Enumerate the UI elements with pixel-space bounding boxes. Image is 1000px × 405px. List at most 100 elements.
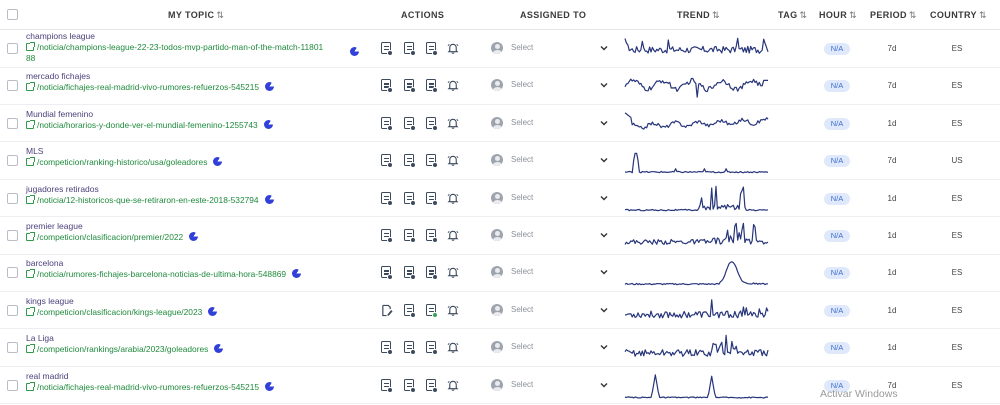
topic-name[interactable]: jugadores retirados <box>26 183 99 194</box>
row-checkbox[interactable] <box>7 43 18 54</box>
pacman-icon[interactable] <box>350 47 359 56</box>
alert-bell-icon[interactable] <box>447 379 459 391</box>
select-all-checkbox[interactable] <box>7 9 18 20</box>
add-doc-icon[interactable] <box>381 341 393 356</box>
list-doc-icon[interactable] <box>404 79 416 94</box>
topic-url-text-wrap[interactable]: 88 <box>26 53 36 63</box>
assignee-select[interactable]: Select <box>491 116 611 131</box>
topic-url-link[interactable]: /noticia/horarios-y-donde-ver-el-mundial… <box>26 119 371 131</box>
row-checkbox[interactable] <box>7 230 18 241</box>
topic-url-link[interactable]: /noticia/12-historicos-que-se-retiraron-… <box>26 194 371 206</box>
alert-bell-icon[interactable] <box>447 79 459 92</box>
assignee-select[interactable]: Select <box>491 378 611 393</box>
list-doc-icon[interactable] <box>404 266 416 281</box>
col-trend[interactable]: TREND ⇅ <box>677 0 720 30</box>
topic-url-link[interactable]: /competicion/clasificacion/kings-league/… <box>26 306 371 318</box>
assignee-select[interactable]: Select <box>491 154 611 168</box>
pacman-icon[interactable] <box>265 381 275 391</box>
alert-bell-icon[interactable] <box>447 266 459 279</box>
chart-doc-icon[interactable] <box>426 79 438 94</box>
alert-bell-icon[interactable] <box>447 154 459 167</box>
col-hour[interactable]: HOUR ⇅ <box>819 0 857 30</box>
chart-doc-icon[interactable] <box>426 116 438 131</box>
list-doc-icon[interactable] <box>404 116 416 131</box>
assignee-select[interactable]: Select <box>491 229 611 243</box>
pacman-icon[interactable] <box>263 119 273 129</box>
topic-name[interactable]: MLS <box>26 146 44 157</box>
add-doc-icon[interactable] <box>381 116 393 131</box>
assignee-select[interactable]: Select <box>491 42 611 56</box>
pacman-icon[interactable] <box>189 232 199 241</box>
alert-bell-icon[interactable] <box>447 341 459 354</box>
add-doc-icon[interactable] <box>381 79 393 94</box>
col-period[interactable]: PERIOD ⇅ <box>870 0 917 30</box>
topic-url-link[interactable]: /competicion/clasificacion/premier/2022 <box>26 232 371 243</box>
list-doc-icon[interactable] <box>404 154 416 169</box>
row-checkbox[interactable] <box>7 304 18 316</box>
add-doc-icon[interactable] <box>381 154 393 169</box>
topic-name[interactable]: champions league <box>26 31 95 41</box>
pacman-icon[interactable] <box>213 157 223 167</box>
add-doc-icon[interactable] <box>381 42 393 56</box>
list-doc-icon[interactable] <box>404 341 416 356</box>
topic-name[interactable]: mercado fichajes <box>26 71 91 82</box>
assignee-select-value: Select <box>511 192 534 202</box>
chart-doc-icon[interactable] <box>426 42 438 56</box>
chart-doc-icon[interactable] <box>426 378 438 393</box>
topic-url-text: /noticia/horarios-y-donde-ver-el-mundial… <box>37 119 258 130</box>
assignee-select[interactable]: Select <box>491 266 611 280</box>
row-checkbox[interactable] <box>7 379 18 391</box>
chart-doc-icon[interactable] <box>426 154 438 169</box>
list-doc-icon[interactable] <box>404 378 416 393</box>
row-checkbox[interactable] <box>7 117 18 129</box>
topic-name[interactable]: barcelona <box>26 258 64 269</box>
row-checkbox[interactable] <box>7 155 18 167</box>
topic-url-link[interactable]: /noticia/fichajes-real-madrid-vivo-rumor… <box>26 381 371 393</box>
assignee-select[interactable]: Select <box>491 191 611 206</box>
topic-name[interactable]: kings league <box>26 295 74 306</box>
topic-name[interactable]: real madrid <box>26 370 69 381</box>
add-doc-icon[interactable] <box>381 266 393 281</box>
list-doc-icon[interactable] <box>404 229 416 243</box>
pacman-icon[interactable] <box>264 194 274 204</box>
add-doc-icon[interactable] <box>381 191 393 206</box>
topic-url-link[interactable]: /competicion/rankings/arabia/2023/golead… <box>26 344 371 355</box>
chart-doc-icon[interactable] <box>426 191 438 206</box>
col-country[interactable]: COUNTRY ⇅ <box>930 0 987 30</box>
list-doc-icon[interactable] <box>404 42 416 56</box>
list-doc-icon[interactable] <box>404 191 416 206</box>
row-checkbox[interactable] <box>7 267 18 279</box>
pacman-icon[interactable] <box>292 269 302 279</box>
edit-doc-icon[interactable] <box>381 304 393 317</box>
topic-name[interactable]: premier league <box>26 221 83 231</box>
alert-bell-icon[interactable] <box>447 229 459 241</box>
col-tag[interactable]: TAG ⇅ <box>778 0 807 30</box>
alert-bell-icon[interactable] <box>447 304 459 316</box>
add-doc-icon[interactable] <box>381 229 393 243</box>
alert-bell-icon[interactable] <box>447 42 459 54</box>
assignee-select[interactable]: Select <box>491 303 611 318</box>
pacman-icon[interactable] <box>208 306 218 316</box>
alert-bell-icon[interactable] <box>447 117 459 129</box>
chart-doc-icon[interactable] <box>426 341 438 356</box>
pacman-icon[interactable] <box>214 344 224 354</box>
topic-name[interactable]: Mundial femenino <box>26 108 94 119</box>
assignee-select[interactable]: Select <box>491 341 611 355</box>
row-checkbox[interactable] <box>7 192 18 204</box>
topic-url-link[interactable]: /noticia/rumores-fichajes-barcelona-noti… <box>26 269 371 280</box>
assignee-select[interactable]: Select <box>491 79 611 93</box>
alert-bell-icon[interactable] <box>447 192 459 204</box>
pacman-icon[interactable] <box>265 82 275 92</box>
topic-url-link[interactable]: /competicion/ranking-historico/usa/golea… <box>26 157 371 168</box>
doc-status-green-icon[interactable] <box>426 303 438 318</box>
row-checkbox[interactable] <box>7 342 18 354</box>
topic-url-link[interactable]: /noticia/fichajes-real-madrid-vivo-rumor… <box>26 82 371 93</box>
chart-doc-icon[interactable] <box>426 266 438 281</box>
row-checkbox[interactable] <box>7 80 18 92</box>
col-my-topic[interactable]: MY TOPIC ⇅ <box>168 0 224 30</box>
topic-name[interactable]: La Liga <box>26 333 54 344</box>
topic-url-link[interactable]: /noticia/champions-league-22-23-todos-mv… <box>26 42 371 53</box>
add-doc-icon[interactable] <box>381 378 393 393</box>
chart-doc-icon[interactable] <box>426 229 438 243</box>
list-doc-icon[interactable] <box>404 303 416 318</box>
